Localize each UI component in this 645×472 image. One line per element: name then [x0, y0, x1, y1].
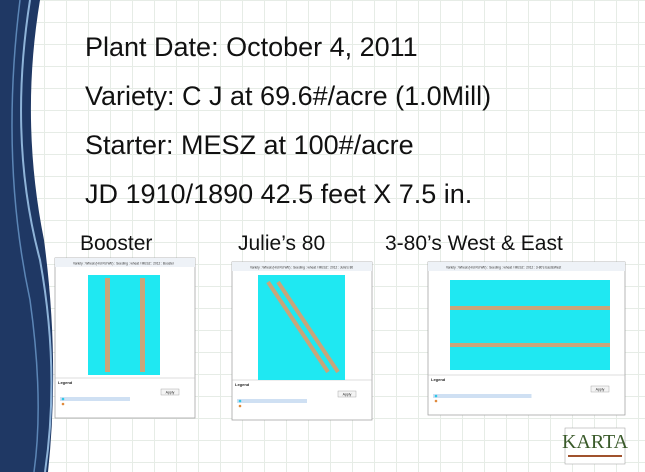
legend-title: Legend — [235, 382, 250, 387]
logo: KARTA — [562, 431, 629, 453]
panel-caption: Julie’s 80 — [238, 232, 325, 255]
apply-label: Apply — [166, 391, 175, 395]
panel-caption: Booster — [80, 232, 152, 255]
field — [88, 275, 160, 375]
legend-dot — [239, 405, 242, 408]
slide-canvas: KARTA Plant Date: October 4, 2011 Variety… — [0, 0, 645, 472]
body-line: Plant Date: October 4, 2011 — [85, 32, 418, 62]
legend-dot — [435, 400, 438, 403]
field — [450, 280, 610, 370]
strip — [105, 278, 110, 372]
body-line: Variety: C J at 69.6#/acre (1.0Mill) — [85, 81, 491, 111]
legend-title: Legend — [58, 380, 73, 385]
body-line: Starter: MESZ at 100#/acre — [85, 130, 414, 160]
panel-caption: 3-80’s West & East — [385, 232, 563, 255]
strip — [140, 278, 145, 372]
slide: KARTA Plant Date: October 4, 2011 Variety… — [0, 0, 645, 472]
legend-row — [433, 394, 532, 398]
left-band — [0, 0, 53, 472]
strip — [450, 306, 610, 310]
strip — [450, 343, 610, 347]
screenshot-header-text: Variety : Wheat (Hrd Rd Wtr) : Seeding :… — [250, 266, 353, 270]
body-line: JD 1910/1890 42.5 feet X 7.5 in. — [85, 179, 472, 209]
legend-dot — [62, 398, 65, 401]
apply-label: Apply — [596, 388, 605, 392]
legend-dot — [435, 395, 438, 398]
screenshot-header-text: Variety : Wheat (Hrd Rd Wtr) : Seeding :… — [73, 262, 175, 266]
legend-row — [60, 397, 130, 401]
apply-label: Apply — [343, 393, 352, 397]
legend-row — [237, 399, 307, 403]
legend-dot — [62, 403, 65, 406]
legend-dot — [239, 400, 242, 403]
screenshot-header-text: Variety : Wheat (Hrd Rd Wtr) : Seeding :… — [446, 266, 561, 270]
legend-title: Legend — [431, 377, 446, 382]
